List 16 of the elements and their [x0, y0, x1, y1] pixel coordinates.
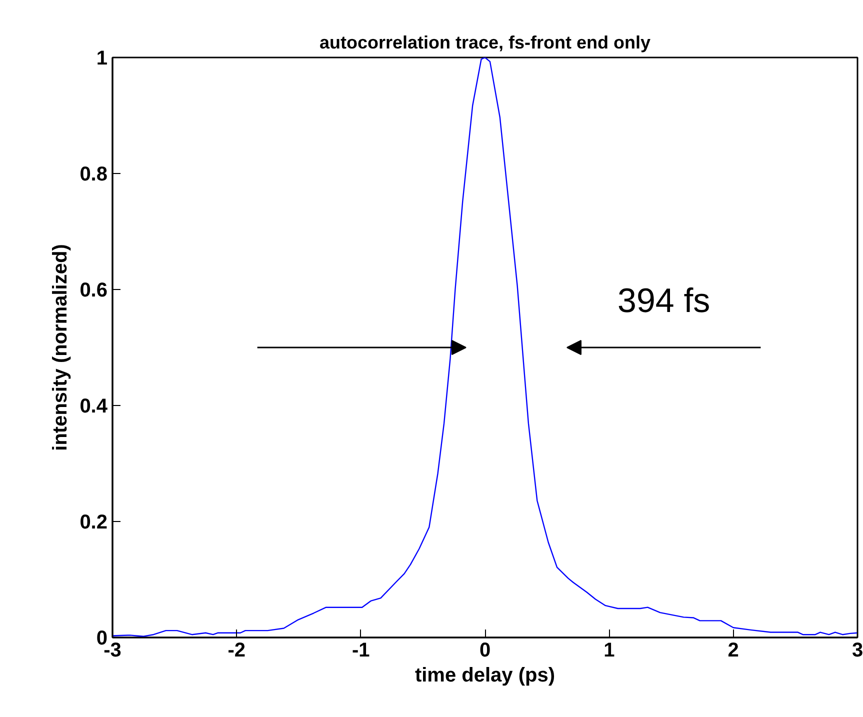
y-tick-label: 1: [96, 48, 108, 70]
chart-title: autocorrelation trace, fs-front end only: [319, 32, 651, 52]
y-tick-label: 0.8: [80, 164, 108, 186]
y-axis-title: intensity (normalized): [50, 244, 72, 451]
y-tick-label: 0.2: [80, 512, 108, 534]
x-tick-label: 1: [604, 640, 615, 662]
y-tick-label: 0.4: [80, 396, 108, 418]
x-tick-label: 3: [852, 640, 863, 662]
x-tick-label: 0: [479, 640, 491, 662]
line-series: [112, 58, 858, 637]
x-tick-label: -1: [352, 640, 370, 662]
annotation: 394 fs: [618, 282, 710, 320]
x-tick-label: -2: [228, 640, 246, 662]
x-axis-title: time delay (ps): [414, 664, 556, 686]
y-tick-label: 0.6: [80, 280, 108, 302]
x-tick-label: 2: [728, 640, 739, 662]
